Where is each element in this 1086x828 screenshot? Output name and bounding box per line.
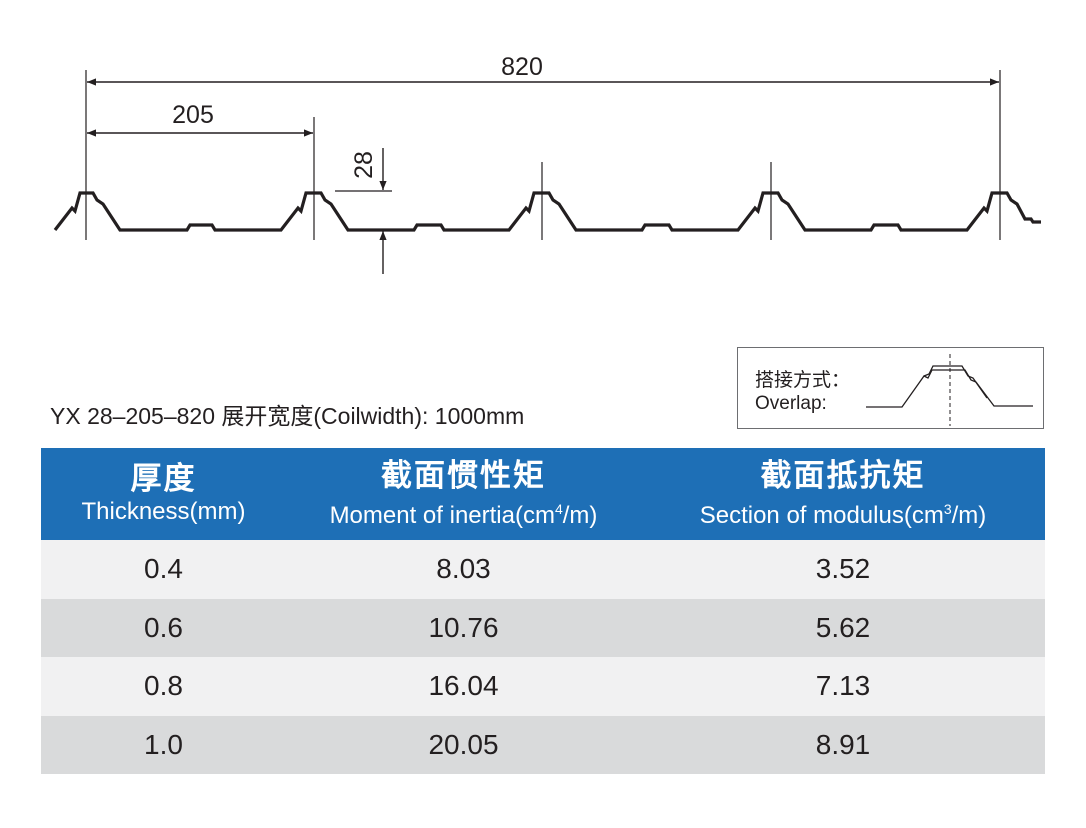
header-section-modulus: 截面抵抗矩 Section of modulus(cm3/m) (641, 448, 1045, 540)
header-inertia-cn: 截面惯性矩 (381, 457, 546, 493)
header-modulus-cn: 截面抵抗矩 (760, 457, 926, 493)
sheet-profile-line (53, 191, 1041, 232)
extension-lines (85, 70, 1001, 240)
rib-height-dimension: 28 (350, 148, 387, 274)
profile-cross-section-drawing: 820 205 28 (53, 53, 1041, 274)
cell-inertia: 8.03 (286, 540, 641, 599)
cell-modulus: 8.91 (641, 715, 1045, 774)
header-inertia-exponent: 4 (554, 500, 563, 517)
cell-inertia: 20.05 (286, 715, 641, 774)
cell-inertia: 10.76 (286, 598, 641, 657)
table-row: 0.6 10.76 5.62 (41, 598, 1045, 657)
overall-width-label: 820 (501, 53, 543, 81)
cell-inertia: 16.04 (286, 657, 641, 716)
overall-width-dimension: 820 (87, 53, 999, 86)
cell-modulus: 7.13 (641, 657, 1045, 716)
header-moment-of-inertia: 截面惯性矩 Moment of inertia(cm4/m) (286, 448, 641, 540)
table-row: 0.4 8.03 3.52 (41, 540, 1045, 599)
cell-thickness: 0.8 (41, 657, 286, 716)
overlap-label-en: Overlap: (755, 393, 827, 414)
header-thickness-en-text: Thickness(mm) (81, 498, 246, 525)
header-modulus-exponent: 3 (943, 500, 952, 517)
header-modulus-en-text: Section of modulus(cm (699, 501, 944, 529)
header-thickness-en: Thickness(mm) (41, 497, 286, 527)
header-thickness-cn: 厚度 (130, 461, 197, 496)
header-inertia-en-text: Moment of inertia(cm (329, 501, 555, 529)
header-modulus-unit-tail: /m) (951, 501, 987, 529)
cell-thickness: 0.6 (41, 598, 286, 657)
pitch-dimension: 205 (87, 101, 313, 137)
model-spec-line: YX 28–205–820 展开宽度(Coilwidth): 1000mm (50, 403, 525, 429)
pitch-label: 205 (172, 101, 214, 129)
cell-modulus: 5.62 (641, 598, 1045, 657)
cell-thickness: 1.0 (41, 715, 286, 774)
section-properties-table: 厚度 Thickness(mm) 截面惯性矩 Moment of inertia… (41, 448, 1045, 774)
table-row: 1.0 20.05 8.91 (41, 715, 1045, 774)
table-row: 0.8 16.04 7.13 (41, 657, 1045, 716)
overlap-illustration (866, 354, 1033, 426)
header-inertia-en: Moment of inertia(cm4/m) (286, 494, 641, 531)
header-thickness: 厚度 Thickness(mm) (41, 448, 286, 540)
overlap-label-cn: 搭接方式： (755, 370, 851, 391)
table-header-row: 厚度 Thickness(mm) 截面惯性矩 Moment of inertia… (41, 448, 1045, 540)
overlap-diagram-box: 搭接方式： Overlap: (737, 347, 1044, 429)
cell-thickness: 0.4 (41, 540, 286, 599)
cell-modulus: 3.52 (641, 540, 1045, 599)
header-inertia-unit-tail: /m) (562, 501, 598, 529)
header-modulus-en: Section of modulus(cm3/m) (641, 494, 1045, 531)
rib-height-label: 28 (350, 151, 378, 179)
